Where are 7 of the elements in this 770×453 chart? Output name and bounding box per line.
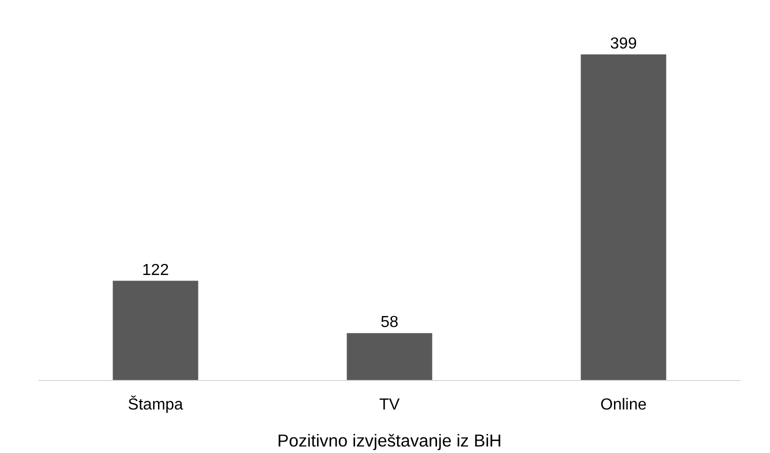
x-tick-label: TV — [379, 396, 400, 414]
data-label: 58 — [380, 314, 398, 332]
x-tick-label: Online — [600, 396, 647, 414]
data-label: 399 — [610, 35, 637, 52]
data-label: 122 — [142, 262, 169, 279]
x-tick-label: Štampa — [128, 396, 184, 414]
x-axis-title: Pozitivno izvještavanje iz BiH — [277, 430, 502, 450]
